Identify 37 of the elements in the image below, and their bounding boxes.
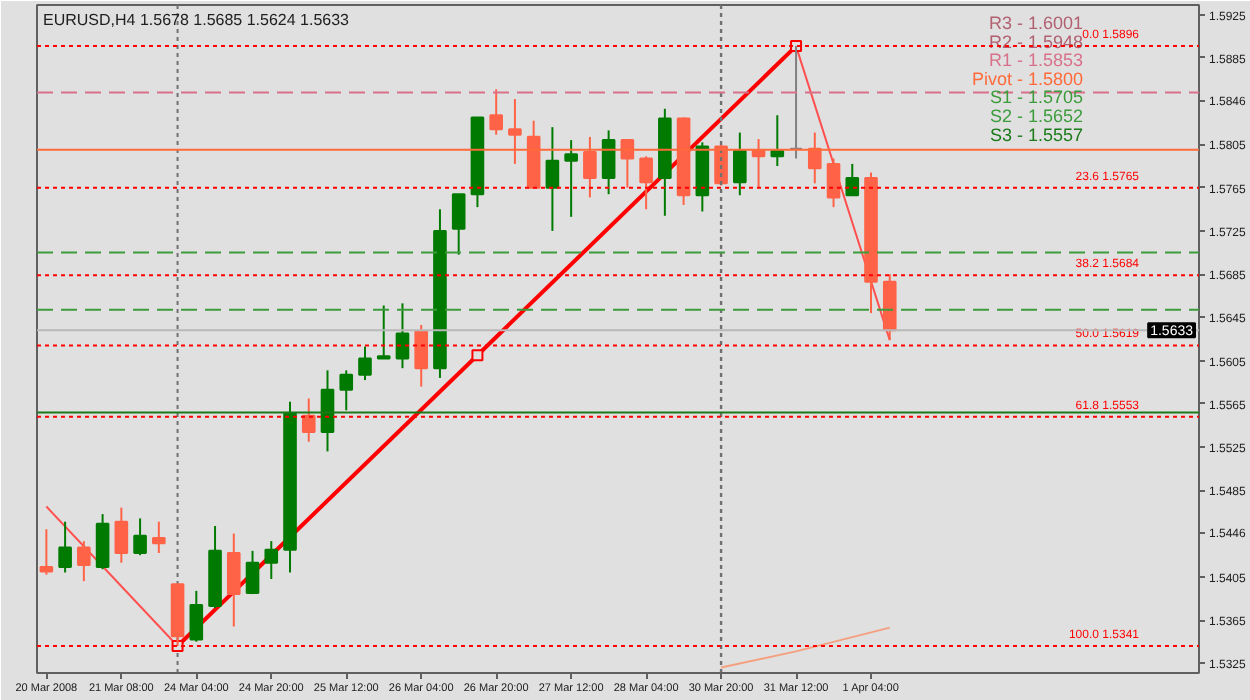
ref-line-label: S1 - 1.5705 xyxy=(989,87,1084,108)
candlestick xyxy=(733,131,747,197)
candlestick xyxy=(133,517,147,557)
candlestick xyxy=(226,532,241,628)
candlestick xyxy=(845,162,860,197)
candlestick xyxy=(376,304,391,360)
ref-line-label: Pivot - 1.5800 xyxy=(971,68,1084,89)
candlestick xyxy=(807,131,822,185)
candlestick xyxy=(58,520,72,574)
candlestick xyxy=(264,540,279,580)
annotation: R3 - 1.6001 xyxy=(988,13,1083,33)
candlestick xyxy=(826,157,841,209)
candlestick xyxy=(414,323,429,388)
candlestick xyxy=(95,513,110,571)
candlestick xyxy=(245,549,260,596)
candlestick xyxy=(114,506,129,564)
candlestick xyxy=(489,88,503,136)
ref-line-label: S3 - 1.5557 xyxy=(989,124,1084,145)
chart-title: EURUSD,H4 1.5678 1.5685 1.5624 1.5633 xyxy=(43,11,351,29)
candlestick xyxy=(189,589,204,643)
candlestick xyxy=(508,98,522,165)
candlestick xyxy=(601,129,616,196)
ref-line-label: S2 - 1.5652 xyxy=(989,106,1084,126)
candlestick xyxy=(77,540,91,583)
candlestick xyxy=(339,369,354,412)
candlestick xyxy=(152,520,166,555)
candlestick xyxy=(358,345,372,382)
candlestick xyxy=(451,193,466,256)
candlestick xyxy=(545,126,560,232)
point xyxy=(471,349,484,362)
candlestick xyxy=(639,155,653,211)
ref-line-label: R1 - 1.5853 xyxy=(988,50,1083,71)
candlestick xyxy=(39,528,54,576)
candlestick xyxy=(301,397,316,443)
candlestick xyxy=(564,139,578,218)
candlestick xyxy=(583,135,597,199)
candlestick xyxy=(320,369,335,453)
